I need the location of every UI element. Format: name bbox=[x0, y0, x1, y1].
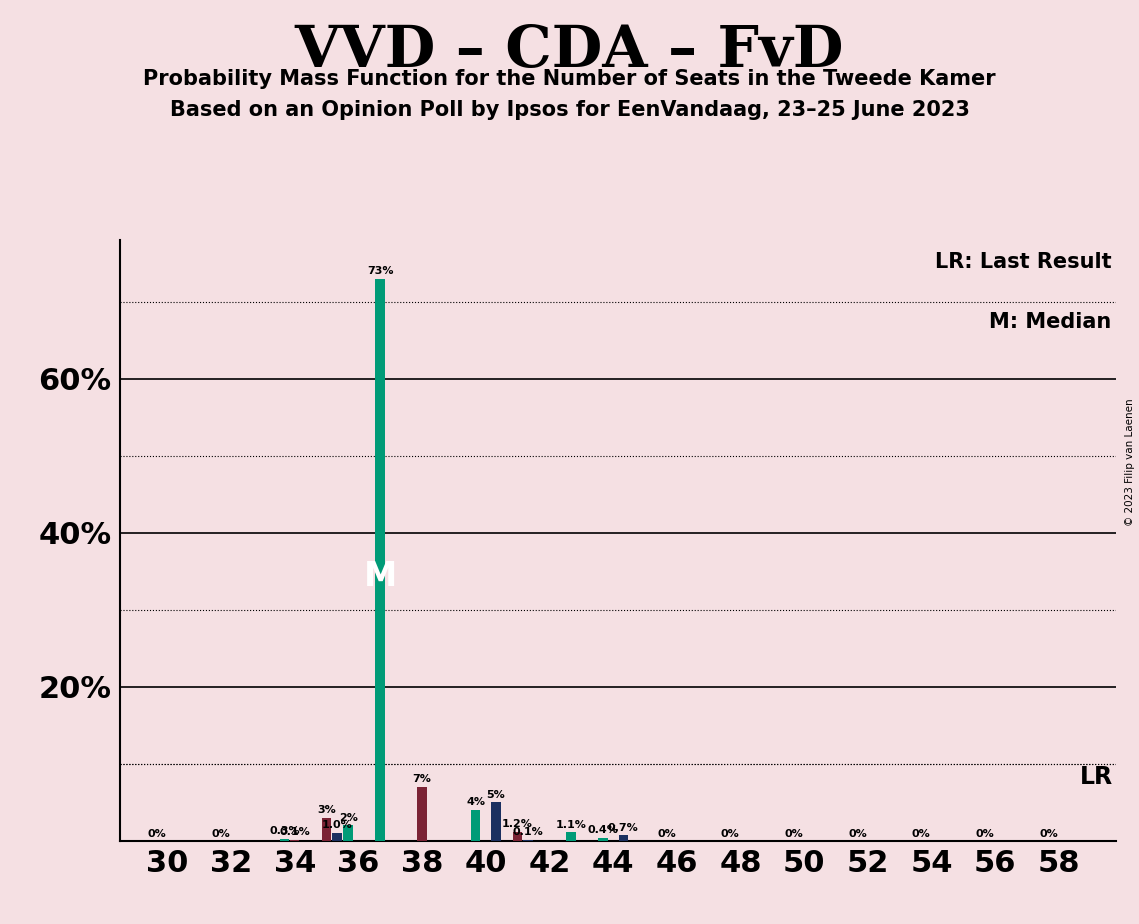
Text: 0.7%: 0.7% bbox=[608, 822, 639, 833]
Bar bbox=[566, 833, 576, 841]
Text: 0%: 0% bbox=[1040, 830, 1058, 839]
Bar bbox=[344, 825, 353, 841]
Text: 0.4%: 0.4% bbox=[588, 825, 618, 835]
Text: 0.1%: 0.1% bbox=[279, 827, 310, 837]
Bar bbox=[322, 818, 331, 841]
Text: 2%: 2% bbox=[338, 813, 358, 822]
Text: © 2023 Filip van Laenen: © 2023 Filip van Laenen bbox=[1125, 398, 1134, 526]
Bar bbox=[491, 802, 501, 841]
Text: 5%: 5% bbox=[486, 790, 506, 799]
Bar bbox=[470, 810, 481, 841]
Text: 1.1%: 1.1% bbox=[556, 820, 587, 830]
Text: 0%: 0% bbox=[212, 830, 230, 839]
Bar bbox=[331, 833, 342, 841]
Bar bbox=[598, 838, 608, 841]
Bar bbox=[375, 279, 385, 841]
Bar bbox=[280, 839, 289, 841]
Bar bbox=[618, 835, 628, 841]
Text: 0%: 0% bbox=[849, 830, 867, 839]
Text: 4%: 4% bbox=[466, 797, 485, 808]
Text: 0%: 0% bbox=[657, 830, 677, 839]
Text: 0%: 0% bbox=[912, 830, 931, 839]
Text: 0%: 0% bbox=[721, 830, 739, 839]
Text: 0%: 0% bbox=[785, 830, 803, 839]
Text: 0%: 0% bbox=[976, 830, 994, 839]
Text: 0.1%: 0.1% bbox=[513, 827, 543, 837]
Text: LR: Last Result: LR: Last Result bbox=[935, 252, 1112, 273]
Text: 73%: 73% bbox=[367, 266, 393, 276]
Text: 7%: 7% bbox=[412, 774, 432, 784]
Text: 1.2%: 1.2% bbox=[502, 819, 533, 829]
Text: 0.3%: 0.3% bbox=[269, 826, 300, 836]
Bar bbox=[513, 832, 523, 841]
Text: LR: LR bbox=[1080, 765, 1113, 789]
Text: 0%: 0% bbox=[148, 830, 166, 839]
Text: VVD – CDA – FvD: VVD – CDA – FvD bbox=[295, 23, 844, 79]
Text: 3%: 3% bbox=[317, 805, 336, 815]
Text: 1.0%: 1.0% bbox=[321, 821, 352, 831]
Text: Probability Mass Function for the Number of Seats in the Tweede Kamer: Probability Mass Function for the Number… bbox=[144, 69, 995, 90]
Text: M: Median: M: Median bbox=[989, 312, 1112, 333]
Text: M: M bbox=[363, 560, 396, 593]
Bar bbox=[417, 787, 427, 841]
Text: Based on an Opinion Poll by Ipsos for EenVandaag, 23–25 June 2023: Based on an Opinion Poll by Ipsos for Ee… bbox=[170, 100, 969, 120]
